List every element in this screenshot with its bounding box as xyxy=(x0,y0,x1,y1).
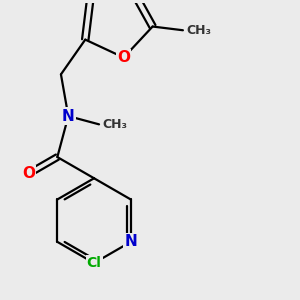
Text: CH₃: CH₃ xyxy=(186,24,212,37)
Text: Cl: Cl xyxy=(87,256,101,270)
Text: O: O xyxy=(22,166,35,181)
Text: O: O xyxy=(117,50,130,65)
Text: CH₃: CH₃ xyxy=(102,118,127,131)
Text: N: N xyxy=(62,109,75,124)
Text: N: N xyxy=(124,234,137,249)
